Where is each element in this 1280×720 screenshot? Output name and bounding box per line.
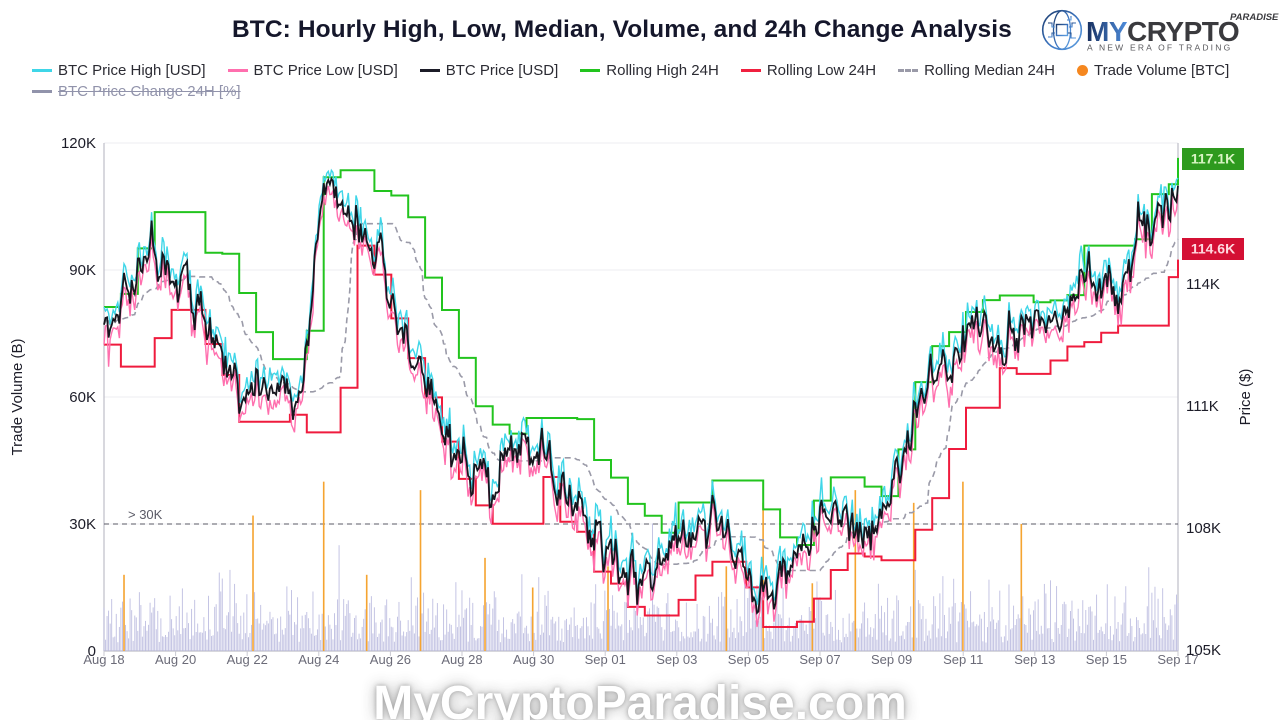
svg-text:> 30K: > 30K [128, 507, 163, 522]
svg-text:Sep 03: Sep 03 [656, 652, 697, 667]
svg-text:30K: 30K [69, 516, 96, 533]
svg-text:0: 0 [88, 643, 96, 660]
svg-text:Aug 26: Aug 26 [370, 652, 411, 667]
svg-text:Trade Volume (B): Trade Volume (B) [9, 339, 26, 456]
svg-text:Sep 05: Sep 05 [728, 652, 769, 667]
svg-text:114K: 114K [1186, 276, 1220, 293]
svg-text:120K: 120K [61, 135, 96, 152]
svg-text:Aug 20: Aug 20 [155, 652, 196, 667]
svg-text:114.6K: 114.6K [1191, 241, 1235, 257]
svg-text:Sep 15: Sep 15 [1086, 652, 1127, 667]
svg-text:Aug 28: Aug 28 [441, 652, 482, 667]
svg-text:117.1K: 117.1K [1191, 151, 1235, 167]
svg-text:90K: 90K [69, 262, 96, 279]
svg-text:PARADISE: PARADISE [1230, 12, 1279, 23]
svg-text:Sep 07: Sep 07 [799, 652, 840, 667]
svg-text:Aug 22: Aug 22 [227, 652, 268, 667]
svg-text:105K: 105K [1186, 642, 1221, 659]
svg-text:A NEW ERA OF TRADING: A NEW ERA OF TRADING [1087, 43, 1232, 53]
svg-text:111K: 111K [1186, 398, 1219, 415]
svg-text:108K: 108K [1186, 520, 1221, 537]
svg-text:Aug 24: Aug 24 [298, 652, 339, 667]
svg-text:Sep 01: Sep 01 [585, 652, 626, 667]
svg-text:Price ($): Price ($) [1237, 369, 1254, 426]
svg-text:Sep 11: Sep 11 [943, 652, 983, 667]
svg-text:Sep 13: Sep 13 [1014, 652, 1055, 667]
svg-text:Sep 09: Sep 09 [871, 652, 912, 667]
svg-text:Aug 30: Aug 30 [513, 652, 554, 667]
svg-text:60K: 60K [69, 389, 96, 406]
